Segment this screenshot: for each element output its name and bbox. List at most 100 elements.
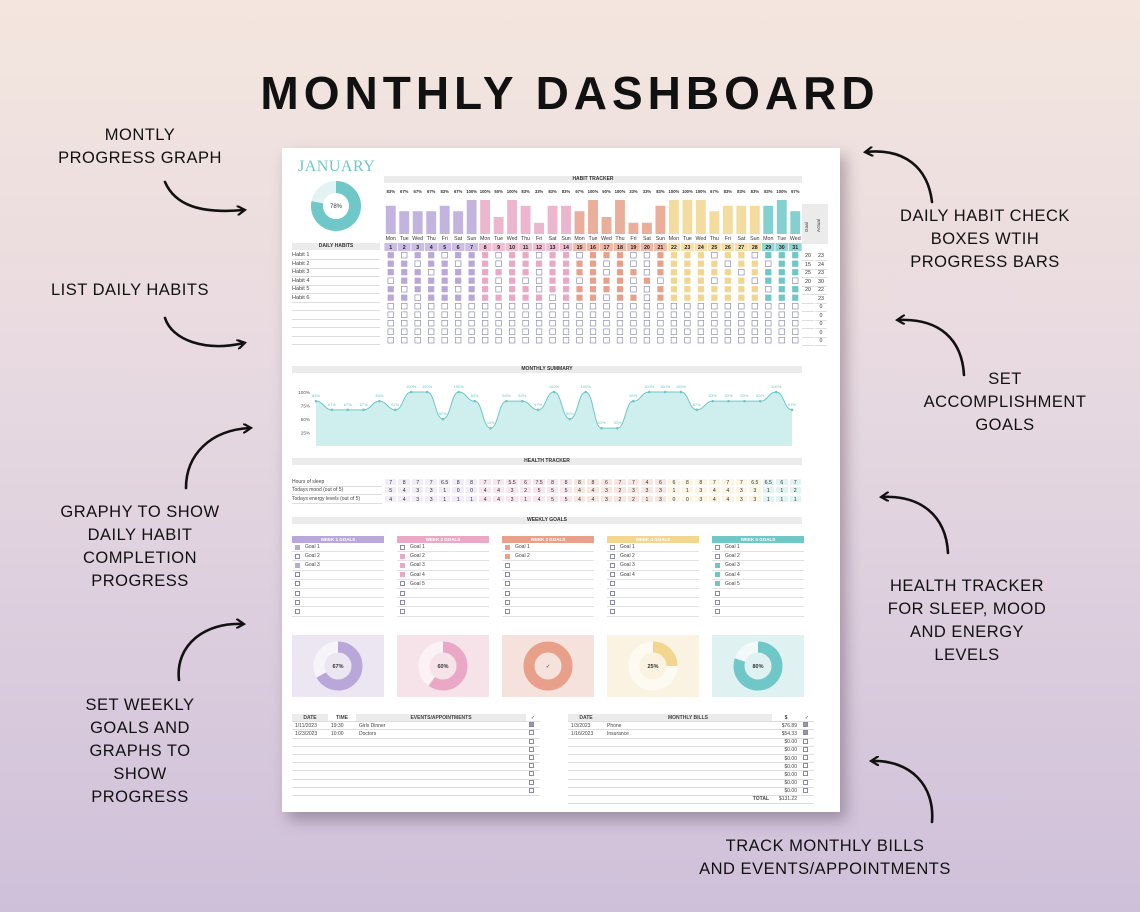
health-cell[interactable]: 7 (613, 478, 627, 486)
bills-cell[interactable] (568, 738, 604, 747)
goal-checkbox[interactable] (295, 553, 300, 559)
habit-checkbox[interactable] (765, 311, 772, 318)
habit-checkbox[interactable] (697, 252, 704, 259)
health-cell[interactable]: 1 (640, 494, 654, 503)
habit-checkbox[interactable] (751, 311, 758, 318)
habit-checkbox[interactable] (792, 294, 799, 301)
habit-row[interactable] (292, 328, 380, 337)
habit-checkbox[interactable] (387, 303, 394, 310)
habit-checkbox[interactable] (508, 260, 516, 267)
habit-checkbox[interactable] (508, 294, 516, 301)
habit-checkbox[interactable] (468, 260, 475, 267)
health-cell[interactable]: 4 (532, 494, 546, 503)
habit-checkbox[interactable] (535, 311, 543, 318)
health-cell[interactable]: 6 (653, 478, 668, 486)
habit-checkbox[interactable] (751, 252, 758, 259)
health-cell[interactable]: 8 (464, 478, 479, 486)
habit-checkbox[interactable] (670, 311, 678, 318)
habit-checkbox[interactable] (657, 320, 664, 327)
habit-checkbox[interactable] (428, 303, 435, 310)
health-cell[interactable]: 1 (788, 494, 802, 503)
habit-checkbox[interactable] (738, 320, 745, 327)
habit-checkbox[interactable] (468, 303, 475, 310)
habit-checkbox[interactable] (792, 311, 799, 318)
habit-checkbox[interactable] (508, 303, 516, 310)
events-cell[interactable] (328, 779, 356, 788)
habit-checkbox[interactable] (562, 286, 570, 293)
health-cell[interactable]: 7 (707, 478, 722, 486)
habit-checkbox[interactable] (468, 286, 475, 293)
habit-checkbox[interactable] (711, 269, 718, 276)
habit-checkbox[interactable] (792, 328, 799, 335)
habit-checkbox[interactable] (778, 252, 785, 259)
goal-checkbox[interactable] (295, 590, 300, 596)
bills-cell[interactable]: $0.00 (772, 770, 800, 780)
goal-checkbox[interactable] (505, 562, 510, 568)
habit-checkbox[interactable] (724, 269, 731, 276)
habit-checkbox[interactable] (670, 294, 678, 301)
health-cell[interactable]: 7 (410, 478, 425, 486)
habit-checkbox[interactable] (468, 328, 475, 335)
habit-checkbox[interactable] (589, 252, 597, 259)
habit-checkbox[interactable] (535, 303, 543, 310)
habit-checkbox[interactable] (441, 277, 448, 284)
habit-checkbox[interactable] (535, 337, 543, 344)
health-cell[interactable]: 1 (518, 494, 533, 503)
habit-checkbox[interactable] (670, 269, 678, 276)
events-cell[interactable]: 19:30 (328, 721, 356, 731)
events-checkbox[interactable] (529, 738, 534, 744)
habit-checkbox[interactable] (684, 337, 691, 344)
bills-cell[interactable] (604, 770, 772, 780)
habit-checkbox[interactable] (792, 337, 799, 344)
events-checkbox[interactable] (529, 722, 534, 728)
health-cell[interactable]: 1 (437, 494, 452, 503)
goal-checkbox[interactable] (295, 562, 300, 568)
habit-checkbox[interactable] (522, 277, 529, 284)
health-cell[interactable]: 3 (748, 486, 762, 495)
habit-checkbox[interactable] (441, 303, 448, 310)
events-cell[interactable]: Girls Dinner (356, 721, 526, 731)
table-row[interactable]: $0.00 (568, 779, 814, 788)
habit-checkbox[interactable] (455, 337, 462, 344)
goal-checkbox[interactable] (715, 599, 720, 605)
events-cell[interactable] (292, 787, 328, 796)
health-cell[interactable]: 3 (653, 486, 668, 495)
habit-checkbox[interactable] (738, 337, 745, 344)
bills-cell[interactable]: $0.00 (772, 746, 800, 755)
habit-checkbox[interactable] (441, 328, 448, 335)
habit-checkbox[interactable] (589, 328, 597, 335)
health-cell[interactable]: 4 (572, 486, 587, 495)
habit-checkbox[interactable] (630, 294, 637, 301)
health-cell[interactable]: 4 (478, 486, 492, 495)
health-cell[interactable]: 4 (586, 486, 600, 495)
bills-cell[interactable]: $54.33 (772, 729, 800, 739)
habit-checkbox[interactable] (441, 269, 448, 276)
health-cell[interactable]: 4 (721, 494, 735, 503)
table-row[interactable] (292, 762, 540, 772)
habit-checkbox[interactable] (441, 294, 448, 301)
habit-checkbox[interactable] (603, 294, 610, 301)
habit-checkbox[interactable] (535, 320, 543, 327)
events-cell[interactable] (328, 770, 356, 780)
habit-checkbox[interactable] (455, 311, 462, 318)
habit-checkbox[interactable] (401, 337, 408, 344)
bills-checkbox[interactable] (803, 787, 808, 793)
health-cell[interactable]: 2 (788, 486, 802, 495)
events-cell[interactable] (292, 738, 328, 747)
health-cell[interactable]: 4 (721, 486, 735, 495)
goal-row[interactable] (502, 607, 594, 617)
goal-checkbox[interactable] (715, 590, 720, 596)
bills-cell[interactable] (568, 787, 604, 796)
habit-checkbox[interactable] (482, 252, 489, 259)
health-cell[interactable]: 5 (532, 486, 546, 495)
habit-checkbox[interactable] (441, 252, 448, 259)
health-cell[interactable]: 3 (734, 494, 749, 503)
habit-checkbox[interactable] (508, 269, 516, 276)
habit-checkbox[interactable] (751, 294, 758, 301)
habit-checkbox[interactable] (657, 269, 664, 276)
habit-checkbox[interactable] (562, 311, 570, 318)
goal-checkbox[interactable] (610, 590, 615, 596)
events-cell[interactable]: 1/11/2023 (292, 721, 328, 731)
habit-checkbox[interactable] (792, 269, 799, 276)
habit-checkbox[interactable] (562, 277, 570, 284)
